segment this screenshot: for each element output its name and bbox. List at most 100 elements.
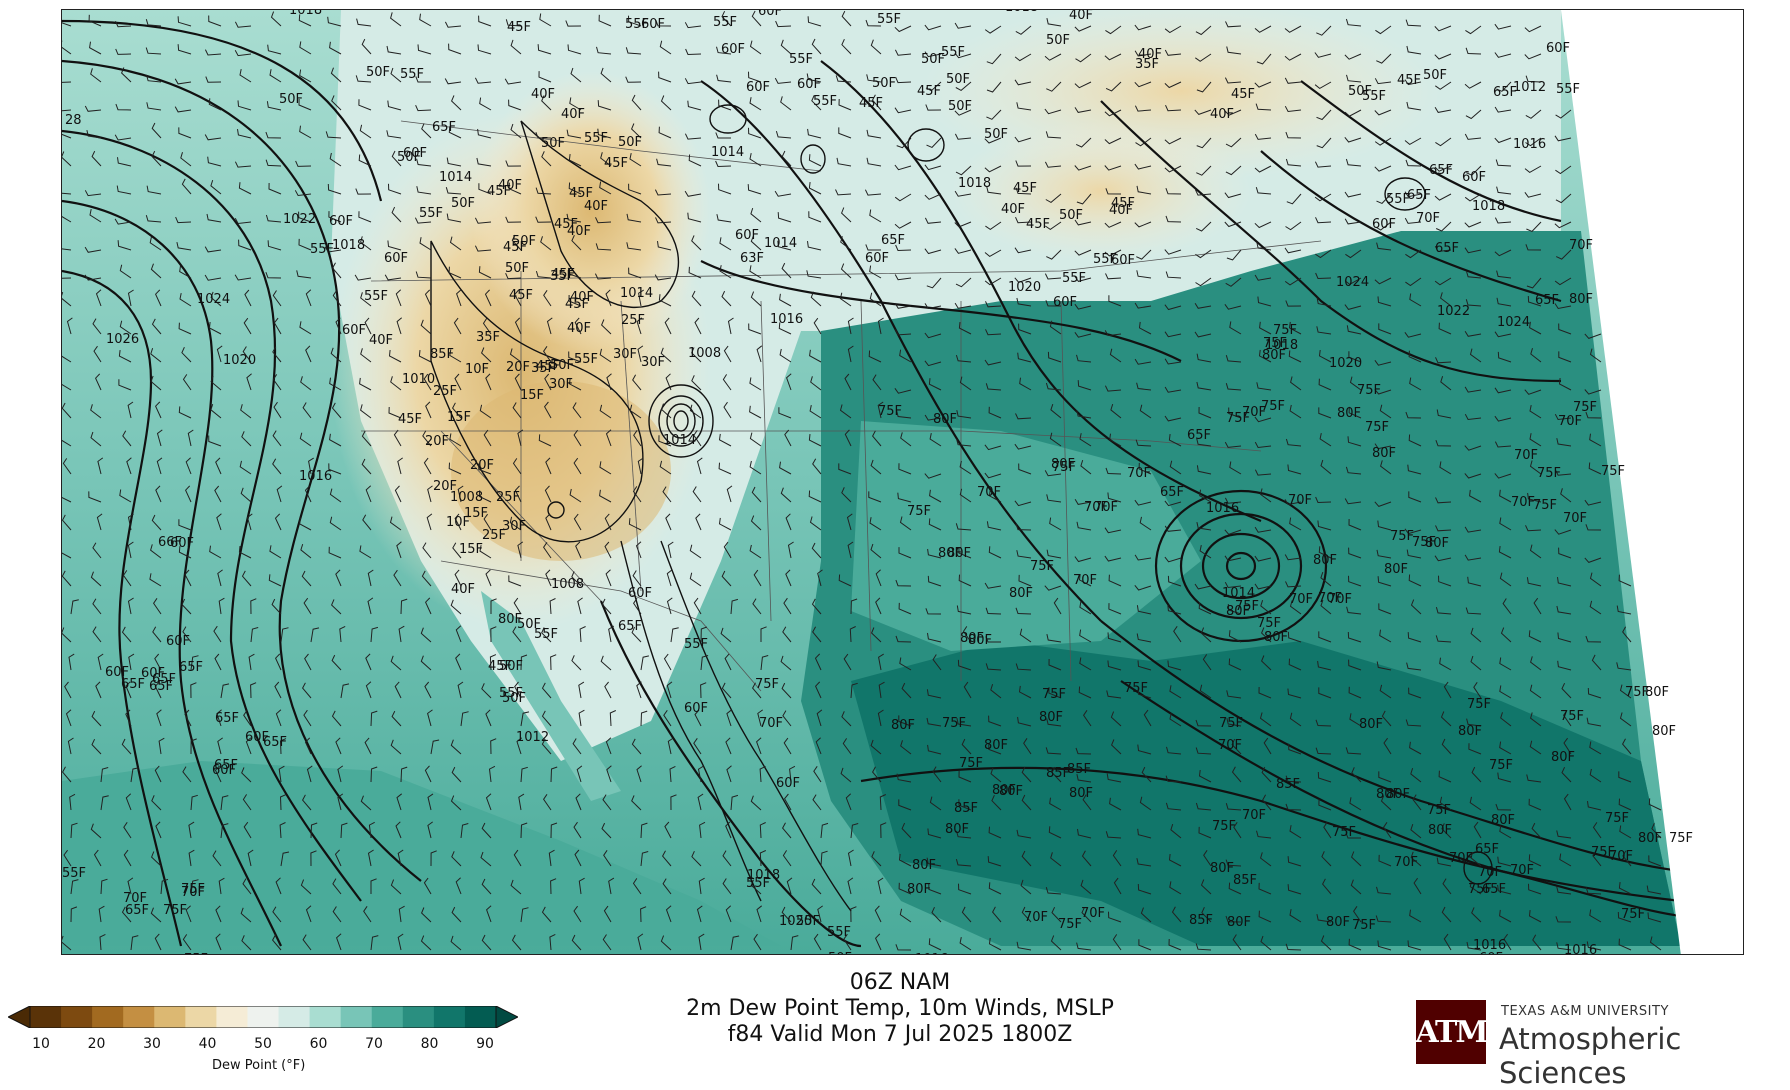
wind-barb [420, 627, 432, 643]
dew-point-label: 65F [179, 660, 203, 675]
wind-barb [300, 543, 312, 559]
wind-barb [928, 883, 942, 895]
wind-barb [1584, 389, 1602, 395]
wind-barb [220, 795, 229, 811]
dew-point-label: 60F [170, 536, 194, 551]
wind-barb [880, 822, 887, 839]
isobar-label: 1020 [1329, 356, 1362, 371]
dew-point-label: 45F [859, 96, 883, 111]
wind-barb [1376, 193, 1392, 204]
wind-barb [1435, 221, 1452, 232]
dew-point-label: 75F [1124, 681, 1148, 696]
wind-barb [958, 799, 972, 811]
wind-barb [185, 485, 192, 503]
dew-point-label: 55F [813, 94, 837, 109]
wind-barb [1079, 657, 1092, 671]
wind-barb [928, 378, 942, 391]
wind-barb [92, 542, 102, 559]
wind-barb [62, 248, 72, 251]
wind-barb [181, 598, 192, 615]
wind-barb [90, 68, 102, 83]
wind-barb [1134, 584, 1152, 591]
wind-barb [1469, 880, 1482, 895]
wind-barb [84, 190, 102, 197]
wind-barb [391, 710, 402, 727]
wind-barb [246, 513, 253, 531]
wind-barb [1649, 936, 1662, 951]
wind-barb [959, 376, 972, 391]
wind-barb [954, 109, 972, 116]
wind-barb [1048, 687, 1062, 699]
wind-barb [809, 405, 822, 419]
wind-barb [774, 77, 792, 84]
wind-barb [1526, 277, 1542, 289]
wind-barb [808, 211, 822, 223]
wind-barb [490, 626, 497, 643]
wind-barb [446, 157, 462, 167]
wind-barb [452, 542, 462, 559]
wind-barb [541, 627, 552, 643]
wind-barb [182, 766, 192, 783]
wind-barb [128, 653, 135, 671]
wind-barb [1164, 415, 1182, 422]
wind-barb [340, 683, 350, 699]
wind-barb [1226, 690, 1242, 699]
wind-barb [715, 160, 732, 168]
wind-barb [1104, 137, 1122, 145]
wind-barb [329, 377, 342, 391]
wind-barb [925, 104, 942, 111]
wind-barb [1529, 460, 1542, 475]
wind-barb [1136, 633, 1152, 643]
wind-barb [1260, 852, 1272, 867]
wind-barb [633, 430, 642, 447]
wind-barb [1233, 822, 1242, 839]
wind-barb [603, 850, 612, 867]
wind-barb [898, 602, 912, 615]
wind-barb [693, 430, 702, 447]
wind-barb [759, 822, 766, 839]
wind-barb [1074, 499, 1092, 505]
wind-barb [1526, 774, 1542, 783]
dew-point-label: 40F [1001, 202, 1025, 217]
wind-barb [631, 795, 642, 811]
wind-barb [926, 857, 942, 867]
dew-point-label: 55F [827, 925, 851, 940]
dew-point-label: 50F [512, 234, 536, 249]
wind-barb [600, 655, 612, 671]
wind-barb [1134, 358, 1152, 365]
wind-barb [420, 655, 432, 671]
dew-point-label: 65F [618, 619, 642, 634]
wind-barb [1409, 377, 1422, 391]
dew-point-label: 75F [1332, 825, 1356, 840]
wind-barb [1316, 25, 1332, 36]
wind-barb [1554, 221, 1572, 229]
dew-point-label: 45F [488, 659, 512, 674]
southwest-dry-area [451, 381, 671, 561]
wind-barb [1377, 940, 1392, 951]
wind-barb [1081, 850, 1092, 867]
wind-barb [156, 457, 163, 475]
wind-barb [1320, 599, 1332, 615]
wind-barb [718, 517, 732, 531]
wind-barb [1497, 856, 1512, 867]
wind-barb [666, 569, 673, 587]
wind-barb [1165, 271, 1182, 279]
wind-barb [1164, 249, 1182, 255]
wind-barb [98, 905, 105, 923]
wind-barb [184, 569, 192, 587]
wind-barb [541, 906, 552, 923]
wind-barb [926, 717, 942, 727]
wind-barb [546, 317, 553, 335]
wind-barb [750, 235, 762, 251]
wind-barb [1554, 135, 1572, 142]
baja-moist-strip [481, 591, 621, 801]
wind-barb [190, 738, 197, 755]
dew-point-label: 45F [569, 186, 593, 201]
dew-point-label: 75F [1621, 907, 1645, 922]
wind-barb [1554, 469, 1572, 476]
wind-barb [1529, 433, 1542, 447]
wind-barb [1465, 109, 1482, 120]
wind-barb [1255, 103, 1272, 111]
wind-barb [631, 626, 642, 643]
wind-barb [807, 241, 822, 251]
